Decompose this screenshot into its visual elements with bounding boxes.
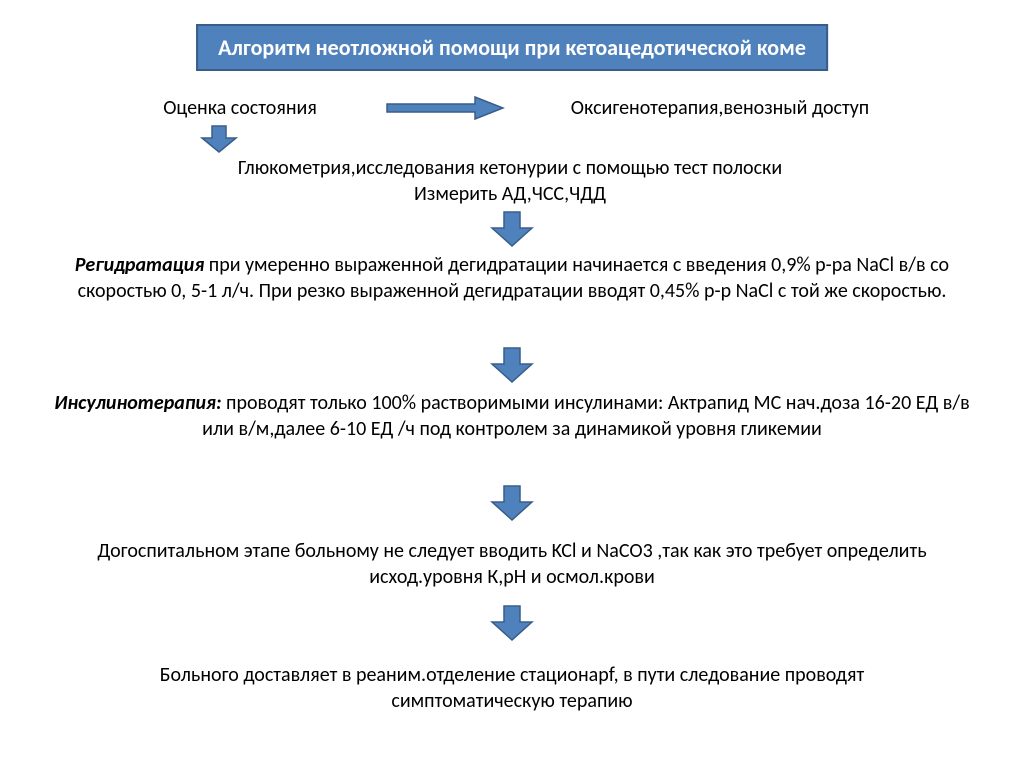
row1-right-text: Оксигенотерапия,венозный доступ bbox=[571, 96, 869, 120]
arrow-right-1 bbox=[385, 95, 505, 121]
row4: Инсулинотерапия: проводят только 100% ра… bbox=[40, 390, 984, 442]
arrow-down-3 bbox=[490, 346, 534, 384]
row3-bold: Регидратация bbox=[75, 253, 204, 277]
arrow-down-5 bbox=[490, 604, 534, 642]
arrow-down-icon bbox=[490, 604, 534, 642]
arrow-down-4 bbox=[490, 484, 534, 522]
row4-bold: Инсулинотерапия: bbox=[54, 391, 221, 415]
title-box: Алгоритм неотложной помощи при кетоацедо… bbox=[196, 24, 828, 71]
title-text: Алгоритм неотложной помощи при кетоацедо… bbox=[218, 34, 806, 61]
row5: Догоспитальном этапе больному не следует… bbox=[80, 538, 944, 590]
row2-line2: Измерить АД,ЧСС,ЧДД bbox=[414, 182, 606, 206]
row3-rest: при умеренно выраженной дегидратации нач… bbox=[78, 253, 950, 303]
arrow-down-icon bbox=[490, 210, 534, 248]
row1-left: Оценка состояния bbox=[110, 95, 370, 121]
row2-line1: Глюкометрия,исследования кетонурии с пом… bbox=[238, 156, 782, 180]
arrow-down-icon bbox=[490, 346, 534, 384]
arrow-down-icon bbox=[490, 484, 534, 522]
row6: Больного доставляет в реаним.отделение с… bbox=[100, 662, 924, 714]
row1-left-text: Оценка состояния bbox=[163, 96, 317, 120]
row2: Глюкометрия,исследования кетонурии с пом… bbox=[120, 155, 900, 207]
row6-text: Больного доставляет в реаним.отделение с… bbox=[160, 663, 864, 713]
row5-text: Догоспитальном этапе больному не следует… bbox=[97, 539, 926, 589]
arrow-right-icon bbox=[385, 95, 505, 121]
arrow-down-small bbox=[200, 124, 238, 154]
row3: Регидратация при умеренно выраженной дег… bbox=[60, 252, 964, 304]
arrow-down-2 bbox=[490, 210, 534, 248]
arrow-down-small-icon bbox=[200, 124, 238, 154]
row1-right: Оксигенотерапия,венозный доступ bbox=[520, 95, 920, 121]
row4-rest: проводят только 100% растворимыми инсули… bbox=[202, 391, 970, 441]
